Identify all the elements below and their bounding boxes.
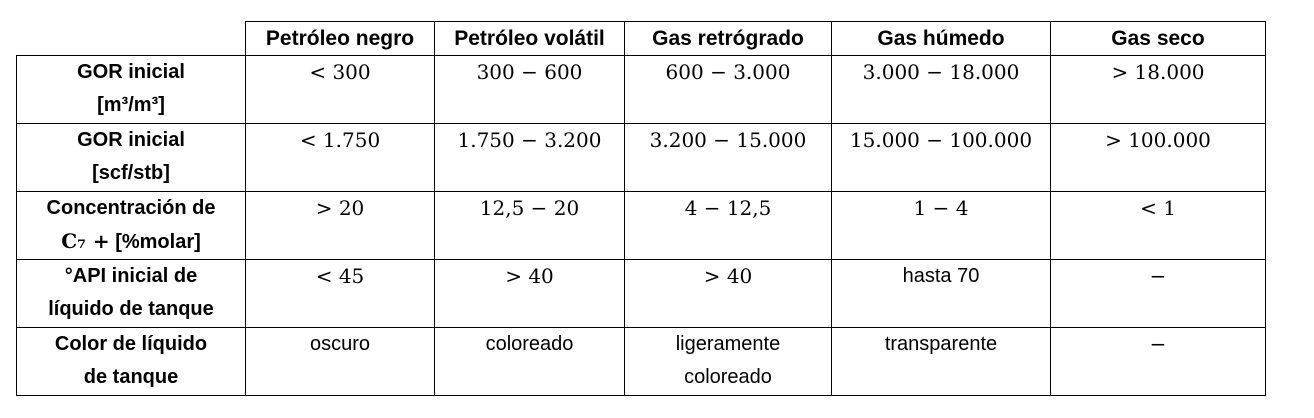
row-label: GOR inicial [m³/m³]	[16, 55, 246, 124]
row-label-line: GOR inicial	[77, 129, 185, 151]
column-header: Gas húmedo	[831, 21, 1051, 56]
row-label-line: °API inicial de	[64, 265, 198, 287]
table-cell: −	[1050, 327, 1266, 396]
table-cell: oscuro	[245, 327, 435, 396]
row-label-line: de tanque	[83, 366, 179, 388]
table-cell: 1.750 − 3.200	[434, 123, 625, 192]
row-label-line: líquido de tanque	[48, 298, 214, 320]
table-row: Color de líquido de tanque oscuro colore…	[16, 327, 1266, 396]
row-label-unit: [%molar]	[109, 231, 201, 253]
row-label-unit: [scf/stb]	[92, 162, 170, 184]
table-cell: 3.200 − 15.000	[624, 123, 832, 192]
table-cell: < 1	[1050, 191, 1266, 260]
column-header: Petróleo negro	[245, 21, 435, 56]
header-row: Petróleo negro Petróleo volátil Gas retr…	[16, 21, 1266, 56]
fluid-classification-table: Petróleo negro Petróleo volátil Gas retr…	[16, 21, 1266, 396]
table-row: GOR inicial [m³/m³] < 300 300 − 600 600 …	[16, 55, 1266, 124]
table-cell: < 300	[245, 55, 435, 124]
column-header: Petróleo volátil	[434, 21, 625, 56]
table-cell: 300 − 600	[434, 55, 625, 124]
row-label: °API inicial de líquido de tanque	[16, 259, 246, 328]
table-cell: 15.000 − 100.000	[831, 123, 1051, 192]
table-cell: 4 − 12,5	[624, 191, 832, 260]
table-cell: −	[1050, 259, 1266, 328]
row-label: GOR inicial [scf/stb]	[16, 123, 246, 192]
table-cell: 600 − 3.000	[624, 55, 832, 124]
row-label-line: Color de líquido	[54, 333, 208, 355]
table-cell: 3.000 − 18.000	[831, 55, 1051, 124]
formula-c7: C₇ +	[61, 229, 110, 253]
table-cell: 1 − 4	[831, 191, 1051, 260]
table-cell: > 100.000	[1050, 123, 1266, 192]
column-header: Gas seco	[1050, 21, 1266, 56]
row-label-second-line: C₇ + [%molar]	[23, 225, 239, 259]
table-cell: > 40	[434, 259, 625, 328]
table-cell: transparente	[831, 327, 1051, 396]
table-cell: > 40	[624, 259, 832, 328]
column-header: Gas retrógrado	[624, 21, 832, 56]
table-cell: > 18.000	[1050, 55, 1266, 124]
table-cell: coloreado	[434, 327, 625, 396]
table-cell: 12,5 − 20	[434, 191, 625, 260]
table-cell: hasta 70	[831, 259, 1051, 328]
table-cell: > 20	[245, 191, 435, 260]
table-row: Concentración de C₇ + [%molar] > 20 12,5…	[16, 191, 1266, 260]
row-label: Color de líquido de tanque	[16, 327, 246, 396]
empty-corner-cell	[16, 21, 246, 56]
table-row: GOR inicial [scf/stb] < 1.750 1.750 − 3.…	[16, 123, 1266, 192]
table-row: °API inicial de líquido de tanque < 45 >…	[16, 259, 1266, 328]
row-label: Concentración de C₇ + [%molar]	[16, 191, 246, 260]
row-label-unit: [m³/m³]	[97, 94, 165, 116]
table-cell: < 45	[245, 259, 435, 328]
row-label-line: GOR inicial	[77, 61, 185, 83]
row-label-line: Concentración de	[46, 197, 216, 219]
table-cell: ligeramente coloreado	[624, 327, 832, 396]
table-cell: < 1.750	[245, 123, 435, 192]
